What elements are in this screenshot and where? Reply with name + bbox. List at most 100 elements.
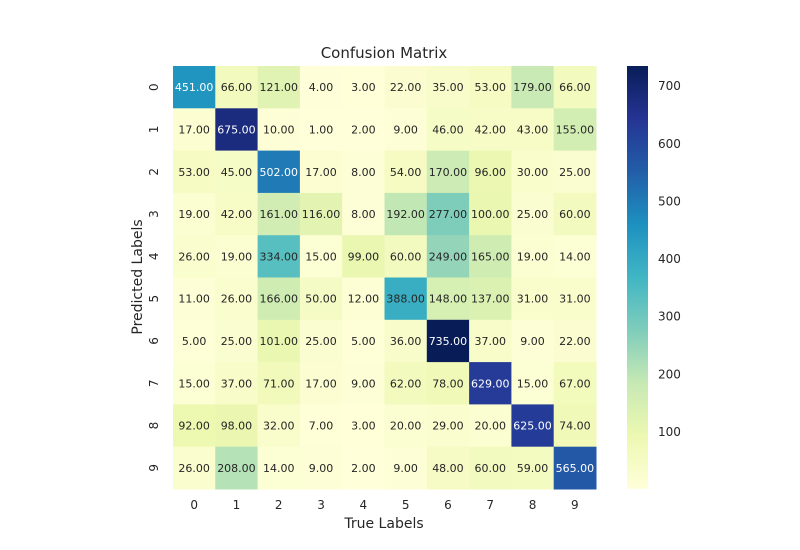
cell-value-label: 66.00 bbox=[559, 81, 591, 94]
cell-value-label: 116.00 bbox=[302, 208, 341, 221]
heatmap-cell bbox=[215, 150, 259, 194]
y-tick-label: 0 bbox=[147, 83, 161, 91]
cell-value-label: 25.00 bbox=[221, 335, 253, 348]
heatmap-cell bbox=[469, 362, 512, 405]
cell-value-label: 59.00 bbox=[517, 462, 549, 475]
heatmap-cell bbox=[426, 66, 470, 109]
cell-value-label: 99.00 bbox=[348, 250, 380, 263]
x-tick-label: 1 bbox=[233, 498, 241, 512]
heatmap-cell-labels: 451.00 66.00 121.00 4.00 3.00 22.00 35.00 53.00… bbox=[175, 81, 594, 475]
cell-value-label: 565.00 bbox=[556, 462, 595, 475]
cell-value-label: 451.00 bbox=[175, 81, 214, 94]
heatmap-cell bbox=[426, 446, 470, 490]
heatmap-cell bbox=[342, 235, 385, 278]
cell-value-label: 2.00 bbox=[351, 462, 376, 475]
cell-value-label: 7.00 bbox=[309, 420, 334, 433]
heatmap-cell bbox=[342, 362, 385, 405]
heatmap-cell bbox=[469, 150, 512, 194]
heatmap-cell bbox=[173, 446, 216, 490]
cell-value-label: 155.00 bbox=[556, 123, 595, 136]
cell-value-label: 8.00 bbox=[351, 208, 376, 221]
heatmap-cell bbox=[384, 235, 428, 278]
heatmap-cell bbox=[342, 108, 385, 152]
heatmap-cell bbox=[299, 150, 343, 194]
cell-value-label: 22.00 bbox=[390, 81, 422, 94]
heatmap-cell bbox=[299, 66, 343, 109]
cell-value-label: 53.00 bbox=[178, 166, 210, 179]
cell-value-label: 502.00 bbox=[260, 166, 299, 179]
cell-value-label: 208.00 bbox=[217, 462, 256, 475]
cell-value-label: 36.00 bbox=[390, 335, 422, 348]
x-tick-label: 0 bbox=[190, 498, 198, 512]
heatmap-cell bbox=[469, 446, 512, 490]
cell-value-label: 19.00 bbox=[221, 250, 253, 263]
heatmap-cell bbox=[511, 235, 555, 278]
cell-value-label: 67.00 bbox=[559, 377, 591, 390]
heatmap-cell bbox=[299, 446, 343, 490]
colorbar-tick-label: 100 bbox=[658, 425, 681, 439]
cell-value-label: 60.00 bbox=[390, 250, 422, 263]
cell-value-label: 31.00 bbox=[517, 293, 549, 306]
heatmap-cell bbox=[257, 446, 301, 490]
cell-value-label: 12.00 bbox=[348, 293, 380, 306]
heatmap-cell bbox=[257, 404, 301, 448]
cell-value-label: 19.00 bbox=[517, 250, 549, 263]
cell-value-label: 32.00 bbox=[263, 420, 295, 433]
cell-value-label: 249.00 bbox=[429, 250, 468, 263]
heatmap-cell bbox=[426, 235, 470, 278]
heatmap-cell bbox=[342, 446, 385, 490]
x-tick-label: 6 bbox=[444, 498, 452, 512]
x-tick-label: 8 bbox=[529, 498, 537, 512]
y-axis-tick-labels: 0 1 2 3 4 5 6 7 8 9 bbox=[147, 83, 161, 471]
cell-value-label: 179.00 bbox=[513, 81, 552, 94]
y-tick-label: 2 bbox=[147, 168, 161, 176]
heatmap-cell bbox=[553, 192, 597, 236]
heatmap-cell bbox=[384, 446, 428, 490]
cell-value-label: 92.00 bbox=[178, 420, 210, 433]
heatmap-cell bbox=[257, 319, 301, 363]
heatmap-cell bbox=[384, 66, 428, 109]
cell-value-label: 137.00 bbox=[471, 293, 510, 306]
cell-value-label: 166.00 bbox=[260, 293, 299, 306]
heatmap-cell bbox=[511, 66, 555, 109]
cell-value-label: 101.00 bbox=[260, 335, 299, 348]
cell-value-label: 334.00 bbox=[260, 250, 299, 263]
heatmap-cell bbox=[553, 108, 597, 152]
cell-value-label: 15.00 bbox=[178, 377, 210, 390]
cell-value-label: 96.00 bbox=[475, 166, 507, 179]
heatmap-cell bbox=[215, 192, 259, 236]
heatmap-cell bbox=[342, 150, 385, 194]
y-tick-label: 8 bbox=[147, 422, 161, 430]
cell-value-label: 30.00 bbox=[517, 166, 549, 179]
cell-value-label: 42.00 bbox=[221, 208, 253, 221]
cell-value-label: 8.00 bbox=[351, 166, 376, 179]
heatmap-cell bbox=[511, 446, 555, 490]
cell-value-label: 37.00 bbox=[221, 377, 253, 390]
cell-value-label: 17.00 bbox=[305, 377, 337, 390]
cell-value-label: 9.00 bbox=[520, 335, 545, 348]
cell-value-label: 277.00 bbox=[429, 208, 468, 221]
cell-value-label: 35.00 bbox=[432, 81, 464, 94]
heatmap-cell bbox=[426, 404, 470, 448]
cell-value-label: 26.00 bbox=[178, 462, 210, 475]
cell-value-label: 2.00 bbox=[351, 123, 376, 136]
cell-value-label: 1.00 bbox=[309, 123, 334, 136]
x-tick-label: 2 bbox=[275, 498, 283, 512]
cell-value-label: 121.00 bbox=[260, 81, 299, 94]
heatmap-cell bbox=[342, 404, 385, 448]
cell-value-label: 26.00 bbox=[178, 250, 210, 263]
colorbar-tick-label: 600 bbox=[658, 137, 681, 151]
cell-value-label: 100.00 bbox=[471, 208, 510, 221]
heatmap-cell bbox=[553, 362, 597, 405]
cell-value-label: 17.00 bbox=[305, 166, 337, 179]
heatmap-cell bbox=[469, 192, 512, 236]
heatmap-cell bbox=[342, 192, 385, 236]
cell-value-label: 3.00 bbox=[351, 81, 376, 94]
cell-value-label: 60.00 bbox=[559, 208, 591, 221]
cell-value-label: 14.00 bbox=[559, 250, 591, 263]
cell-value-label: 60.00 bbox=[475, 462, 507, 475]
cell-value-label: 45.00 bbox=[221, 166, 253, 179]
heatmap-cell bbox=[342, 319, 385, 363]
heatmap-cell bbox=[384, 192, 428, 236]
